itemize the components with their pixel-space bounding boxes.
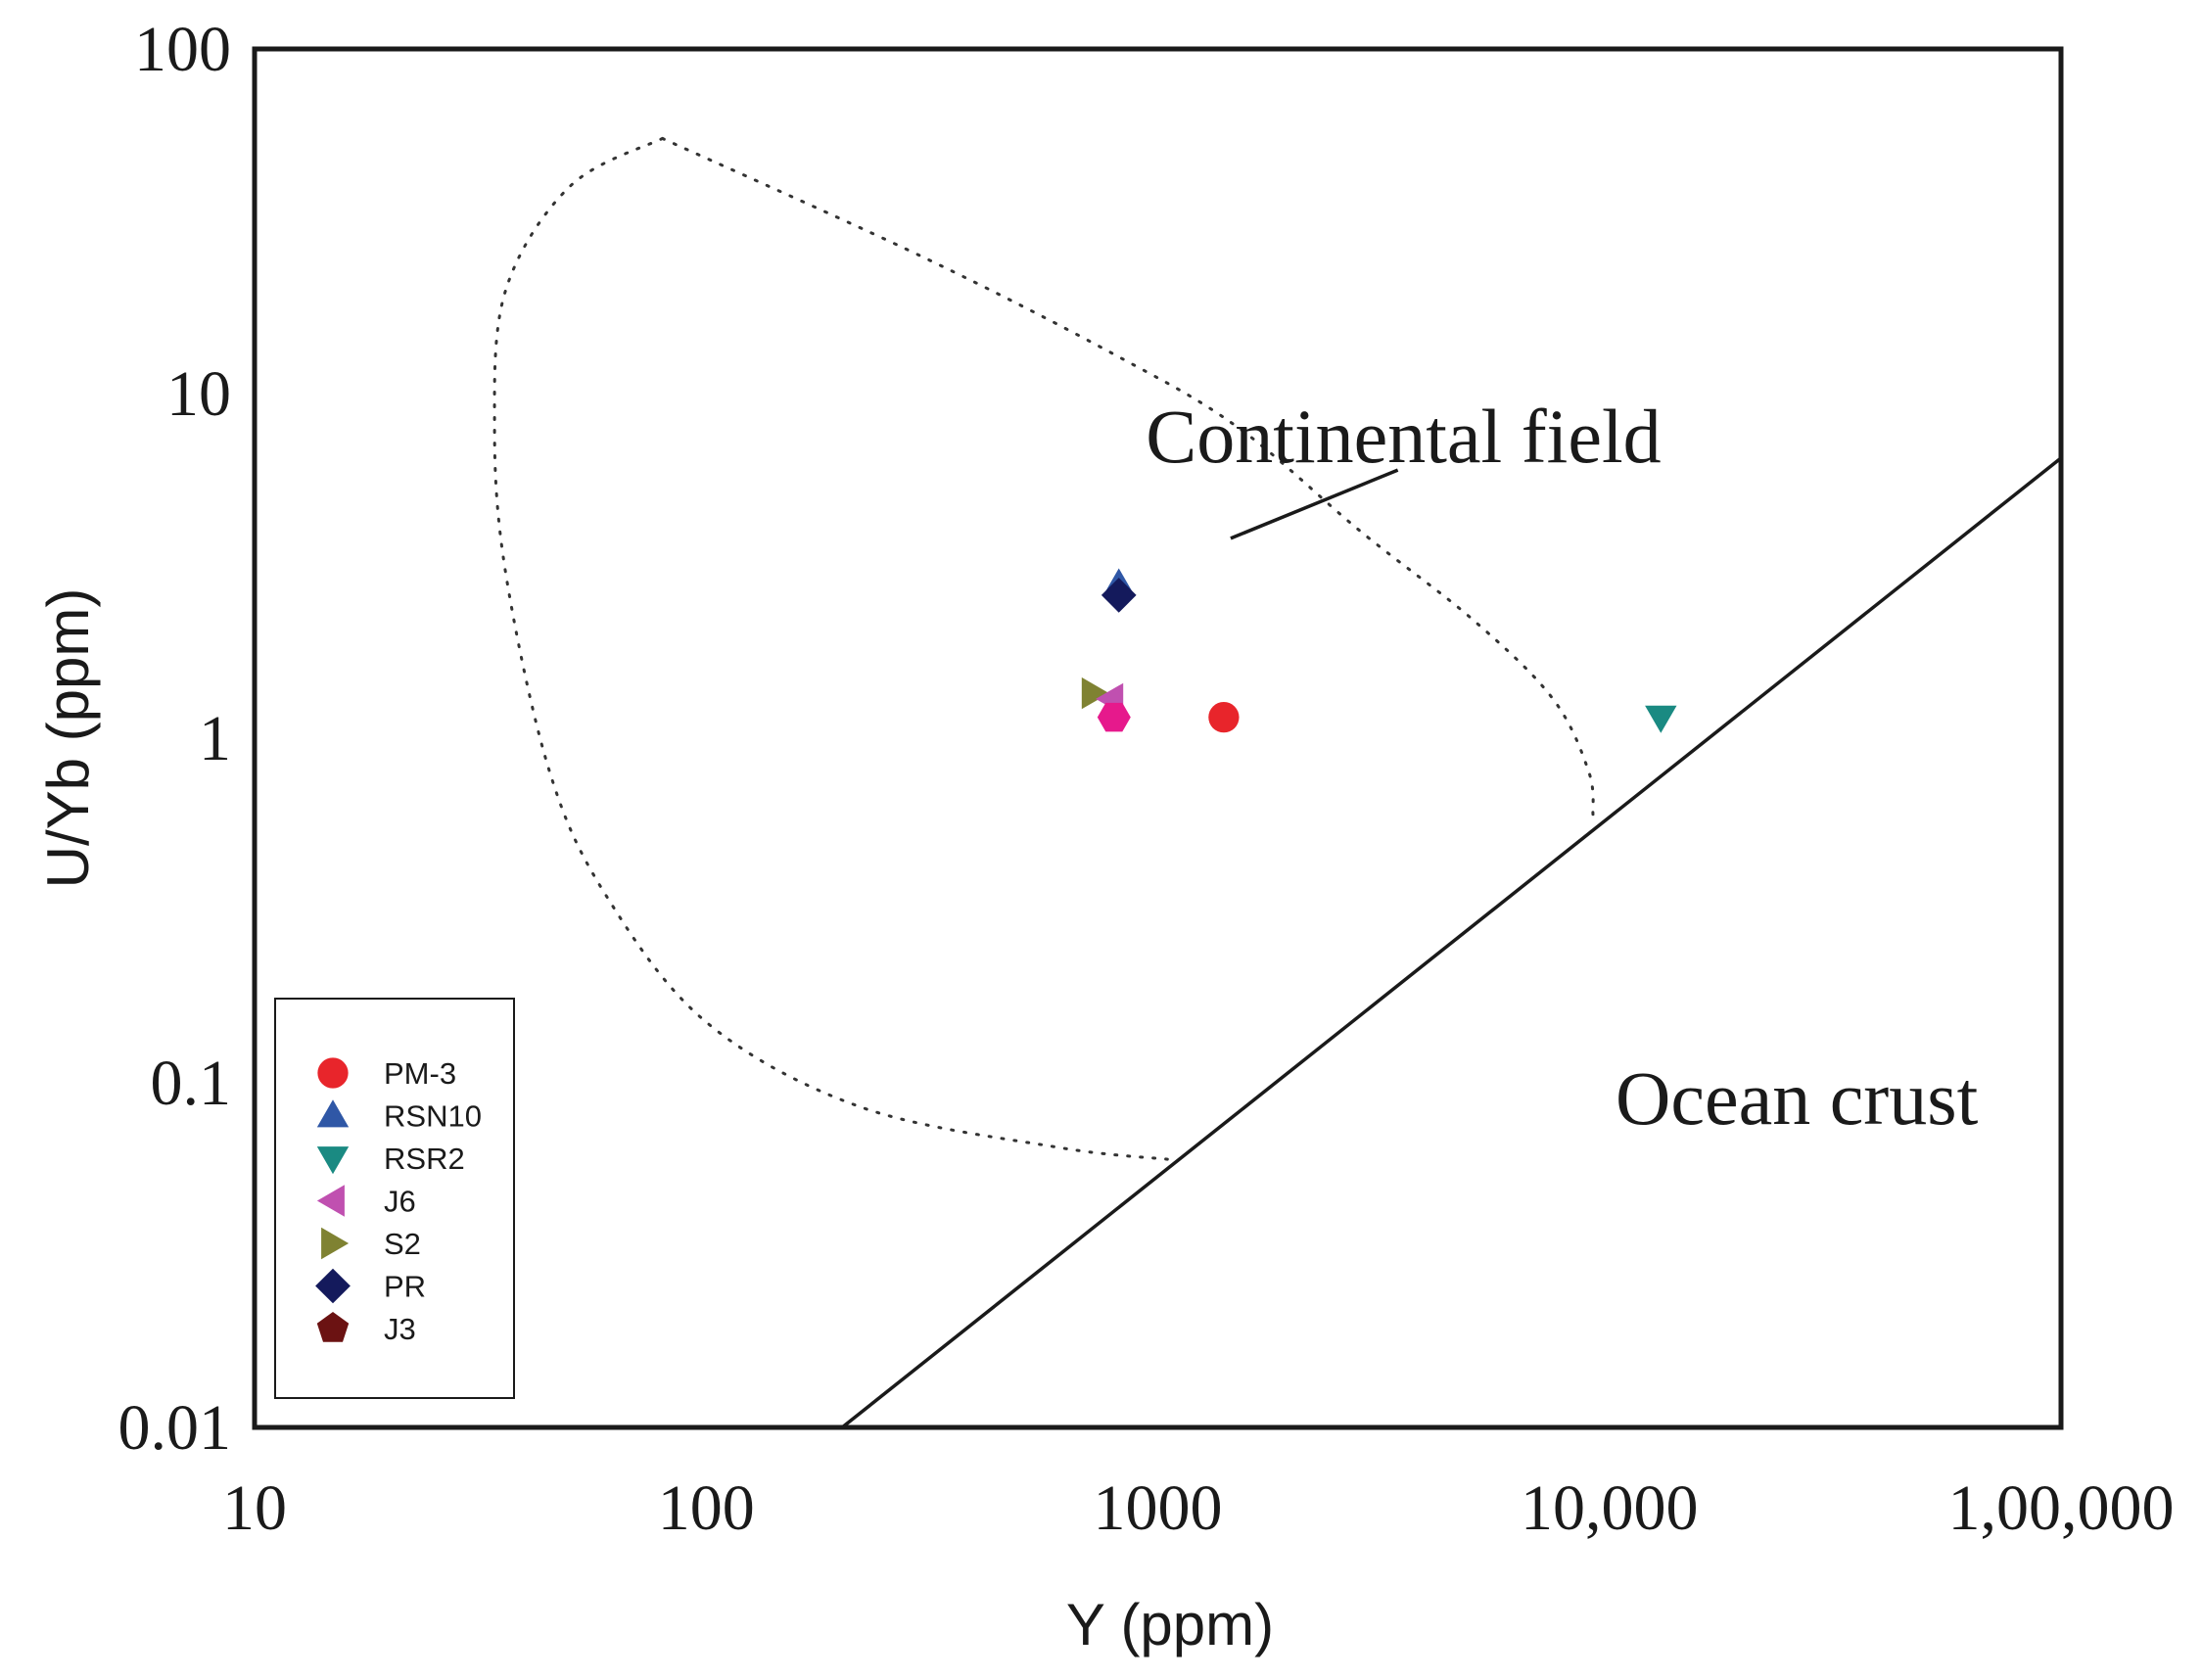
legend-label-j6: J6 xyxy=(384,1185,416,1219)
continental-field-label: Continental field xyxy=(1146,394,1661,479)
x-tick-label: 10 xyxy=(222,1472,287,1544)
legend-marker-rsr2 xyxy=(316,1146,350,1175)
legend-label-j3: J3 xyxy=(384,1312,416,1346)
legend-label-pm-3: PM-3 xyxy=(384,1056,456,1091)
tick-labels: 10 100 1000 10,000 1,00,000 100 10 1 0.1 0.01 xyxy=(118,14,2175,1544)
legend-marker-rsn10 xyxy=(316,1099,350,1128)
point-rsr2 xyxy=(1645,705,1677,733)
continental-field-outline-right xyxy=(661,136,1595,817)
point-pr xyxy=(1101,578,1137,613)
legend-marker-s2 xyxy=(321,1227,350,1260)
legend-label-rsn10: RSN10 xyxy=(384,1099,482,1134)
point-pm-3 xyxy=(1208,701,1240,733)
x-tick-label: 1000 xyxy=(1094,1472,1223,1544)
plot-frame xyxy=(252,46,2064,1430)
y-tick-label: 0.1 xyxy=(151,1048,232,1119)
legend-label-s2: S2 xyxy=(384,1227,421,1261)
ocean-crust-label: Ocean crust xyxy=(1616,1055,1979,1141)
y-tick-label: 100 xyxy=(134,14,231,85)
continental-field-layer xyxy=(492,136,1595,1161)
legend-marker-pm-3 xyxy=(317,1057,349,1089)
legend-label-pr: PR xyxy=(384,1270,426,1304)
point-unlabeled xyxy=(1097,702,1131,732)
legend-box xyxy=(274,998,515,1399)
boundary-line-layer xyxy=(841,456,2063,1429)
x-tick-label: 1,00,000 xyxy=(1948,1472,2175,1544)
continental-field-leader-line xyxy=(1230,468,1399,540)
y-tick-label: 0.01 xyxy=(118,1392,232,1464)
y-axis-title: U/Yb (ppm) xyxy=(35,588,101,889)
legend-items: PM-3 RSN10 RSR2 J6 S2 PR J3 xyxy=(315,1056,482,1346)
legend: PM-3 RSN10 RSR2 J6 S2 PR J3 xyxy=(274,998,515,1399)
y-tick-label: 10 xyxy=(166,358,231,430)
legend-marker-j6 xyxy=(316,1185,345,1217)
legend-marker-j3 xyxy=(316,1312,350,1342)
data-points xyxy=(1081,568,1677,733)
legend-marker-pr xyxy=(315,1268,351,1304)
x-tick-label: 100 xyxy=(658,1472,755,1544)
legend-label-rsr2: RSR2 xyxy=(384,1142,465,1176)
y-tick-label: 1 xyxy=(199,703,231,774)
x-tick-label: 10,000 xyxy=(1521,1472,1699,1544)
continental-field-outline-left xyxy=(492,136,1169,1161)
annotations: Continental field Ocean crust xyxy=(1146,394,1978,1141)
point-s2 xyxy=(1081,677,1109,710)
continent-ocean-boundary-line xyxy=(841,456,2063,1429)
x-axis-title: Y (ppm) xyxy=(1066,1592,1274,1657)
